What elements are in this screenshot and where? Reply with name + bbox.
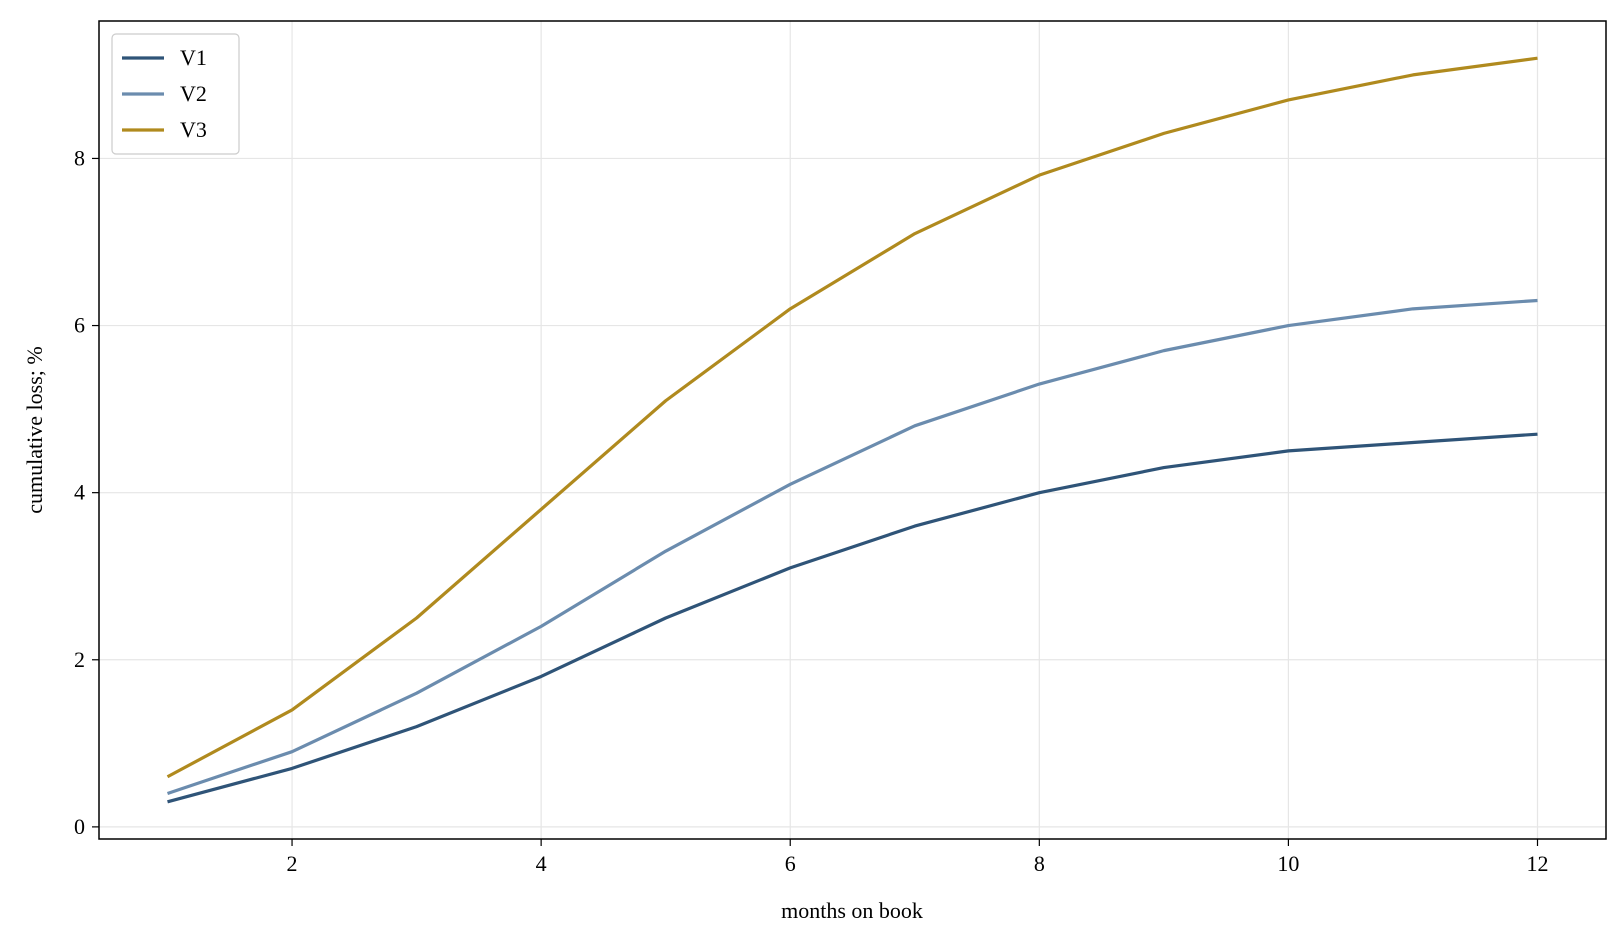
y-axis-label: cumulative loss; % [22,346,47,513]
legend-label: V1 [180,45,207,70]
x-tick-label: 4 [536,851,547,876]
x-tick-label: 8 [1034,851,1045,876]
legend-label: V3 [180,117,207,142]
legend-box [111,33,240,155]
y-tick-label: 4 [74,480,85,505]
x-tick-label: 6 [785,851,796,876]
legend-label: V2 [180,81,207,106]
legend: V1 V2 V3 [111,33,240,155]
x-tick-label: 2 [287,851,298,876]
y-tick-label: 6 [74,313,85,338]
y-tick-label: 8 [74,145,85,170]
x-tick-label: 10 [1277,851,1299,876]
y-tick-label: 0 [74,814,85,839]
x-axis-label: months on book [781,898,923,923]
x-tick-label: 12 [1527,851,1549,876]
line-series [167,432,1538,804]
y-tick-label: 2 [74,647,85,672]
plot-frame [98,20,1607,840]
line-series [166,298,1538,795]
line-series [166,56,1538,779]
